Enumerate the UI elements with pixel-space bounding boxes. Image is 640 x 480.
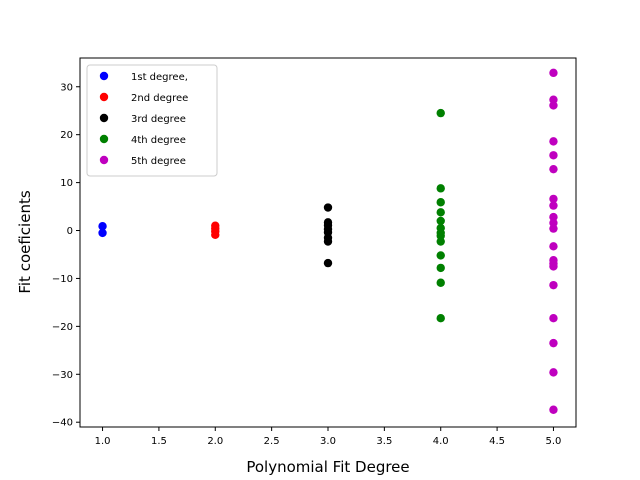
data-point-series-4 xyxy=(436,184,445,193)
x-tick-label: 4.5 xyxy=(489,436,505,447)
data-point-series-5 xyxy=(549,218,558,228)
legend: 1st degree, 2nd degree 3rd degree 4th degre… xyxy=(86,64,218,177)
data-point-series-5 xyxy=(549,194,558,204)
data-point-series-4 xyxy=(436,216,445,226)
data-point-series-5 xyxy=(549,262,558,271)
x-axis-ticks: 1.0 1.5 2.0 2.5 3.0 3.5 4.0 4.5 5.0 xyxy=(95,427,562,447)
y-axis-ticks: −40 −30 −20 −10 0 10 20 30 xyxy=(52,82,80,429)
data-point-series-5 xyxy=(549,95,558,104)
y-tick-label: −10 xyxy=(52,274,73,285)
x-axis-title: Polynomial Fit Degree xyxy=(246,458,409,476)
y-tick-label: 0 xyxy=(67,226,73,237)
data-point-series-5 xyxy=(549,201,558,210)
data-point-series-4 xyxy=(436,198,445,207)
data-point-series-5 xyxy=(549,280,558,290)
legend-label: 2nd degree xyxy=(131,93,188,104)
y-tick-label: −30 xyxy=(52,370,73,381)
data-point-series-5 xyxy=(549,338,558,348)
data-point-series-4 xyxy=(436,231,445,240)
legend-marker xyxy=(99,92,109,102)
data-point-series-4 xyxy=(436,263,445,273)
data-point-series-5 xyxy=(549,224,558,233)
data-point-series-4 xyxy=(436,314,445,323)
data-point-series-5 xyxy=(549,151,558,160)
data-point-series-5 xyxy=(549,314,558,323)
x-tick-label: 4.0 xyxy=(433,436,449,447)
data-point-series-1 xyxy=(98,222,107,231)
y-tick-label: −40 xyxy=(52,418,73,429)
data-point-series-5 xyxy=(549,212,558,222)
x-tick-label: 5.0 xyxy=(546,436,562,447)
legend-marker xyxy=(99,155,109,165)
y-tick-label: 30 xyxy=(60,82,73,93)
data-point-series-5 xyxy=(549,164,558,174)
y-tick-label: 10 xyxy=(60,178,73,189)
legend-marker xyxy=(99,134,109,144)
plot-frame xyxy=(79,57,577,428)
data-point-series-5 xyxy=(549,137,558,146)
x-tick-label: 3.0 xyxy=(320,436,336,447)
y-tick-label: −20 xyxy=(52,322,73,333)
data-point-series-2 xyxy=(211,230,220,240)
x-tick-label: 2.0 xyxy=(207,436,223,447)
x-tick-label: 2.5 xyxy=(264,436,280,447)
legend-label: 3rd degree xyxy=(131,114,186,125)
data-point-series-4 xyxy=(436,208,445,217)
data-point-series-4 xyxy=(436,278,445,287)
data-point-series-1 xyxy=(98,228,107,238)
legend-label: 5th degree xyxy=(131,156,186,167)
data-point-series-3 xyxy=(323,237,333,246)
data-point-series-3 xyxy=(323,203,333,212)
legend-label: 4th degree xyxy=(131,135,186,146)
y-axis-title: Fit coeficients xyxy=(16,190,34,293)
data-points xyxy=(98,68,558,414)
legend-marker xyxy=(99,71,109,81)
data-point-series-3 xyxy=(323,258,333,268)
data-point-series-5 xyxy=(549,368,558,377)
legend-label: 1st degree, xyxy=(131,72,188,83)
data-point-series-5 xyxy=(549,405,558,414)
data-point-series-5 xyxy=(549,101,558,110)
data-point-series-4 xyxy=(436,108,445,118)
x-tick-label: 3.5 xyxy=(376,436,392,447)
data-point-series-4 xyxy=(436,237,445,246)
data-point-series-5 xyxy=(549,242,558,251)
legend-frame xyxy=(86,64,218,177)
legend-marker xyxy=(99,113,109,123)
data-point-series-4 xyxy=(436,251,445,260)
x-tick-label: 1.0 xyxy=(95,436,111,447)
x-tick-label: 1.5 xyxy=(151,436,167,447)
y-tick-label: 20 xyxy=(60,130,73,141)
data-point-series-5 xyxy=(549,68,558,78)
